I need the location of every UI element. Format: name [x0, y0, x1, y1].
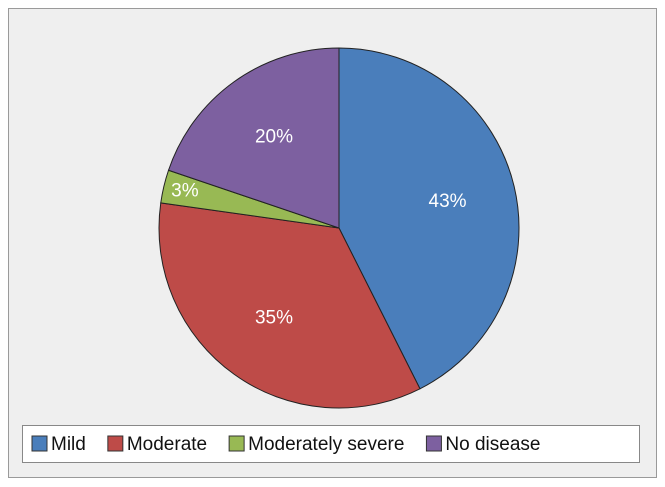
legend-swatch	[228, 435, 245, 452]
legend-label: Moderately severe	[248, 434, 404, 455]
legend-swatch	[425, 435, 442, 452]
pie: 43% 35% 3% 20%	[158, 47, 520, 409]
legend-swatch	[31, 435, 48, 452]
pie-slice	[158, 202, 421, 409]
data-label: 35%	[255, 308, 293, 329]
legend-label: No disease	[445, 434, 540, 455]
legend-swatch	[107, 435, 124, 452]
pie-slice	[338, 47, 520, 390]
data-label: 43%	[429, 191, 467, 212]
legend: Mild Moderate Moderately severe No disease	[31, 434, 540, 455]
legend-label: Mild	[51, 434, 86, 455]
data-label: 20%	[255, 126, 293, 147]
legend-box	[22, 425, 640, 463]
legend-label: Moderate	[127, 434, 207, 455]
pie-slice	[167, 47, 340, 229]
data-label: 3%	[171, 180, 199, 201]
